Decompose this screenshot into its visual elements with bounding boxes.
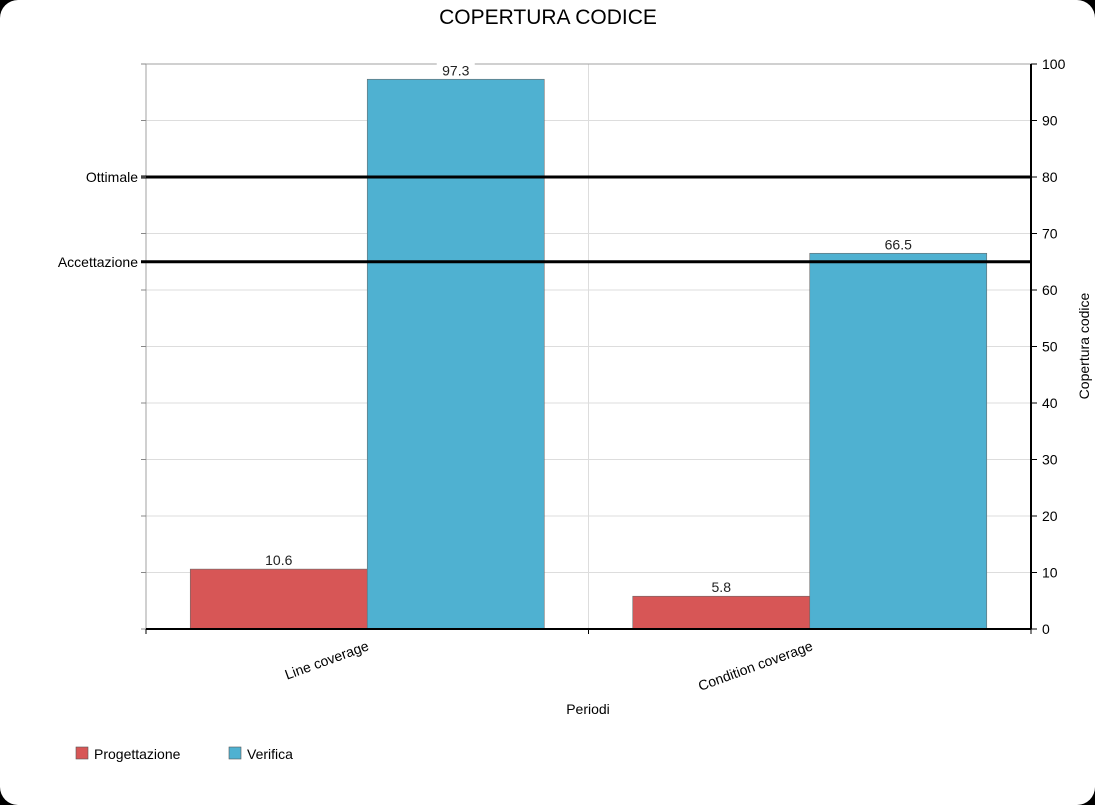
y-tick-label: 80 — [1042, 169, 1058, 185]
data-label-background — [436, 61, 475, 79]
y-tick-label: 20 — [1042, 508, 1058, 524]
legend-swatch — [75, 746, 89, 760]
data-label: 10.6 — [265, 552, 292, 568]
x-tick-label: Condition coverage — [696, 637, 815, 693]
bars-layer — [189, 78, 988, 630]
bar — [189, 568, 368, 630]
reference-lines-layer: Ottimale Accettazione — [58, 169, 1031, 270]
x-axis-title: Periodi — [566, 701, 610, 717]
y-tick-label: 60 — [1042, 282, 1058, 298]
data-label-background — [259, 551, 298, 569]
bar — [809, 252, 988, 630]
data-label: 5.8 — [712, 579, 732, 595]
y-tick-label: 100 — [1042, 56, 1066, 72]
y-tick-label: 30 — [1042, 452, 1058, 468]
data-label: 97.3 — [442, 62, 469, 78]
data-label: 66.5 — [885, 236, 912, 252]
bar — [632, 595, 811, 630]
grid-layer — [146, 64, 1031, 629]
y-tick-label: 50 — [1042, 339, 1058, 355]
y-tick-label: 40 — [1042, 395, 1058, 411]
y-axis-title: Copertura codice — [1076, 292, 1092, 399]
chart-title: COPERTURA CODICE — [439, 6, 657, 29]
x-tick-label: Line coverage — [283, 637, 371, 682]
y-tick-label: 70 — [1042, 226, 1058, 242]
y-tick-label: 90 — [1042, 113, 1058, 129]
y-tick-label: 0 — [1042, 621, 1050, 637]
reference-line-label: Ottimale — [86, 169, 138, 185]
data-labels-layer: 10.6 97.3 5.8 66.5 — [259, 61, 918, 596]
legend-label: Verifica — [247, 746, 293, 762]
legend: Progettazione Verifica — [75, 746, 293, 762]
data-label-background — [706, 578, 737, 596]
legend-swatch — [228, 746, 242, 760]
legend-label: Progettazione — [94, 746, 181, 762]
data-label-background — [879, 235, 918, 253]
reference-line-label: Accettazione — [58, 254, 138, 270]
y-tick-label: 10 — [1042, 565, 1058, 581]
bar — [366, 78, 545, 630]
